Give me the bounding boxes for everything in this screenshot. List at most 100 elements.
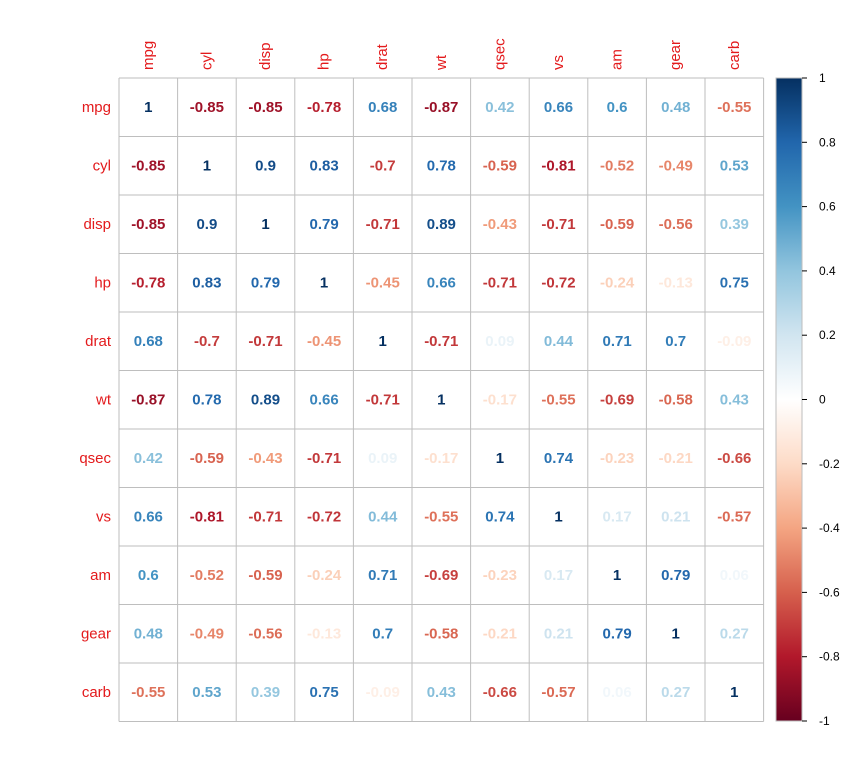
cell-value-qsec-vs: 0.74 bbox=[544, 450, 574, 467]
row-label-drat: drat bbox=[85, 333, 112, 350]
column-labels: mpg cyl disp hp drat wt qsec vs am gear carb bbox=[140, 38, 743, 71]
cell-value-gear-disp: -0.56 bbox=[248, 625, 282, 642]
cell-value-cyl-am: -0.52 bbox=[600, 157, 634, 174]
cell-value-cyl-disp: 0.9 bbox=[255, 157, 276, 174]
cell-value-drat-disp: -0.71 bbox=[248, 333, 282, 350]
cell-value-mpg-mpg: 1 bbox=[144, 99, 152, 116]
cell-value-drat-am: 0.71 bbox=[602, 333, 631, 350]
row-label-mpg: mpg bbox=[82, 99, 111, 116]
color-scale-tick-label: 0.4 bbox=[819, 264, 836, 278]
cell-value-cyl-qsec: -0.59 bbox=[483, 157, 517, 174]
cell-value-carb-mpg: -0.55 bbox=[131, 684, 165, 701]
cell-value-hp-wt: 0.66 bbox=[427, 274, 456, 291]
cell-value-disp-hp: 0.79 bbox=[309, 216, 338, 233]
column-label-mpg: mpg bbox=[140, 41, 157, 70]
cell-value-vs-cyl: -0.81 bbox=[190, 508, 224, 525]
color-scale-tick-label: -0.2 bbox=[819, 457, 840, 471]
cell-value-am-wt: -0.69 bbox=[424, 567, 458, 584]
cell-value-disp-am: -0.59 bbox=[600, 216, 634, 233]
cell-value-disp-cyl: 0.9 bbox=[196, 216, 217, 233]
color-scale-tick-label: 0 bbox=[819, 393, 826, 407]
cell-value-mpg-cyl: -0.85 bbox=[190, 99, 224, 116]
color-scale-tick-label: -1 bbox=[819, 714, 830, 728]
cell-value-qsec-carb: -0.66 bbox=[717, 450, 751, 467]
cell-value-cyl-cyl: 1 bbox=[203, 157, 211, 174]
cell-value-cyl-carb: 0.53 bbox=[720, 157, 749, 174]
cell-value-disp-vs: -0.71 bbox=[541, 216, 575, 233]
row-label-gear: gear bbox=[81, 625, 111, 642]
cell-value-carb-cyl: 0.53 bbox=[192, 684, 221, 701]
cell-value-qsec-qsec: 1 bbox=[496, 450, 504, 467]
cell-value-gear-cyl: -0.49 bbox=[190, 625, 224, 642]
cell-value-disp-carb: 0.39 bbox=[720, 216, 749, 233]
color-scale-tick-label: 1 bbox=[819, 71, 826, 85]
color-scale-tick-label: -0.4 bbox=[819, 521, 840, 535]
cell-value-disp-mpg: -0.85 bbox=[131, 216, 165, 233]
cell-value-wt-mpg: -0.87 bbox=[131, 391, 165, 408]
cell-value-vs-vs: 1 bbox=[554, 508, 562, 525]
cell-value-cyl-wt: 0.78 bbox=[427, 157, 456, 174]
column-label-drat: drat bbox=[374, 43, 391, 70]
row-labels: mpg cyl disp hp drat wt qsec vs am gear carb bbox=[79, 99, 112, 701]
column-label-vs: vs bbox=[550, 55, 567, 70]
cell-value-am-am: 1 bbox=[613, 567, 621, 584]
color-scale-tick-label: 0.6 bbox=[819, 200, 836, 214]
cell-value-am-carb: 0.06 bbox=[720, 567, 749, 584]
cell-value-drat-mpg: 0.68 bbox=[134, 333, 163, 350]
cell-value-wt-am: -0.69 bbox=[600, 391, 634, 408]
cell-value-drat-gear: 0.7 bbox=[665, 333, 686, 350]
cell-value-carb-carb: 1 bbox=[730, 684, 738, 701]
column-label-hp: hp bbox=[316, 53, 333, 70]
cell-value-hp-hp: 1 bbox=[320, 274, 328, 291]
cell-value-drat-carb: -0.09 bbox=[717, 333, 751, 350]
cell-value-hp-disp: 0.79 bbox=[251, 274, 280, 291]
cell-value-gear-gear: 1 bbox=[672, 625, 680, 642]
cell-value-drat-cyl: -0.7 bbox=[194, 333, 220, 350]
cell-value-qsec-drat: 0.09 bbox=[368, 450, 397, 467]
cell-value-wt-wt: 1 bbox=[437, 391, 445, 408]
cell-value-vs-wt: -0.55 bbox=[424, 508, 458, 525]
cell-value-qsec-hp: -0.71 bbox=[307, 450, 341, 467]
cell-value-vs-gear: 0.21 bbox=[661, 508, 690, 525]
cell-value-disp-disp: 1 bbox=[261, 216, 269, 233]
cell-value-mpg-disp: -0.85 bbox=[248, 99, 282, 116]
cell-value-carb-qsec: -0.66 bbox=[483, 684, 517, 701]
cell-value-gear-drat: 0.7 bbox=[372, 625, 393, 642]
cell-value-mpg-drat: 0.68 bbox=[368, 99, 397, 116]
cell-value-carb-am: 0.06 bbox=[602, 684, 631, 701]
row-label-vs: vs bbox=[96, 508, 111, 525]
cell-value-disp-wt: 0.89 bbox=[427, 216, 456, 233]
cell-value-wt-hp: 0.66 bbox=[309, 391, 338, 408]
cell-value-hp-qsec: -0.71 bbox=[483, 274, 517, 291]
cell-value-am-disp: -0.59 bbox=[248, 567, 282, 584]
cell-value-carb-drat: -0.09 bbox=[366, 684, 400, 701]
color-scale-tick-label: 0.8 bbox=[819, 135, 836, 149]
cell-value-mpg-gear: 0.48 bbox=[661, 99, 690, 116]
row-label-hp: hp bbox=[94, 274, 111, 291]
cell-value-am-mpg: 0.6 bbox=[138, 567, 159, 584]
cell-value-carb-gear: 0.27 bbox=[661, 684, 690, 701]
cell-value-vs-carb: -0.57 bbox=[717, 508, 751, 525]
cell-value-qsec-mpg: 0.42 bbox=[134, 450, 163, 467]
cell-value-vs-qsec: 0.74 bbox=[485, 508, 515, 525]
cell-value-gear-am: 0.79 bbox=[602, 625, 631, 642]
cell-value-drat-vs: 0.44 bbox=[544, 333, 574, 350]
cell-value-cyl-vs: -0.81 bbox=[541, 157, 575, 174]
cell-value-gear-vs: 0.21 bbox=[544, 625, 573, 642]
cell-value-drat-hp: -0.45 bbox=[307, 333, 341, 350]
row-label-wt: wt bbox=[95, 391, 112, 408]
cell-value-wt-qsec: -0.17 bbox=[483, 391, 517, 408]
column-label-am: am bbox=[609, 49, 626, 70]
cell-value-cyl-mpg: -0.85 bbox=[131, 157, 165, 174]
cell-value-mpg-carb: -0.55 bbox=[717, 99, 751, 116]
column-label-wt: wt bbox=[433, 54, 450, 71]
cell-value-am-hp: -0.24 bbox=[307, 567, 342, 584]
cell-value-wt-disp: 0.89 bbox=[251, 391, 280, 408]
cell-value-disp-gear: -0.56 bbox=[659, 216, 693, 233]
cell-value-carb-wt: 0.43 bbox=[427, 684, 456, 701]
column-label-cyl: cyl bbox=[198, 52, 215, 70]
cell-value-gear-wt: -0.58 bbox=[424, 625, 458, 642]
cell-value-cyl-drat: -0.7 bbox=[370, 157, 396, 174]
cell-value-am-vs: 0.17 bbox=[544, 567, 573, 584]
